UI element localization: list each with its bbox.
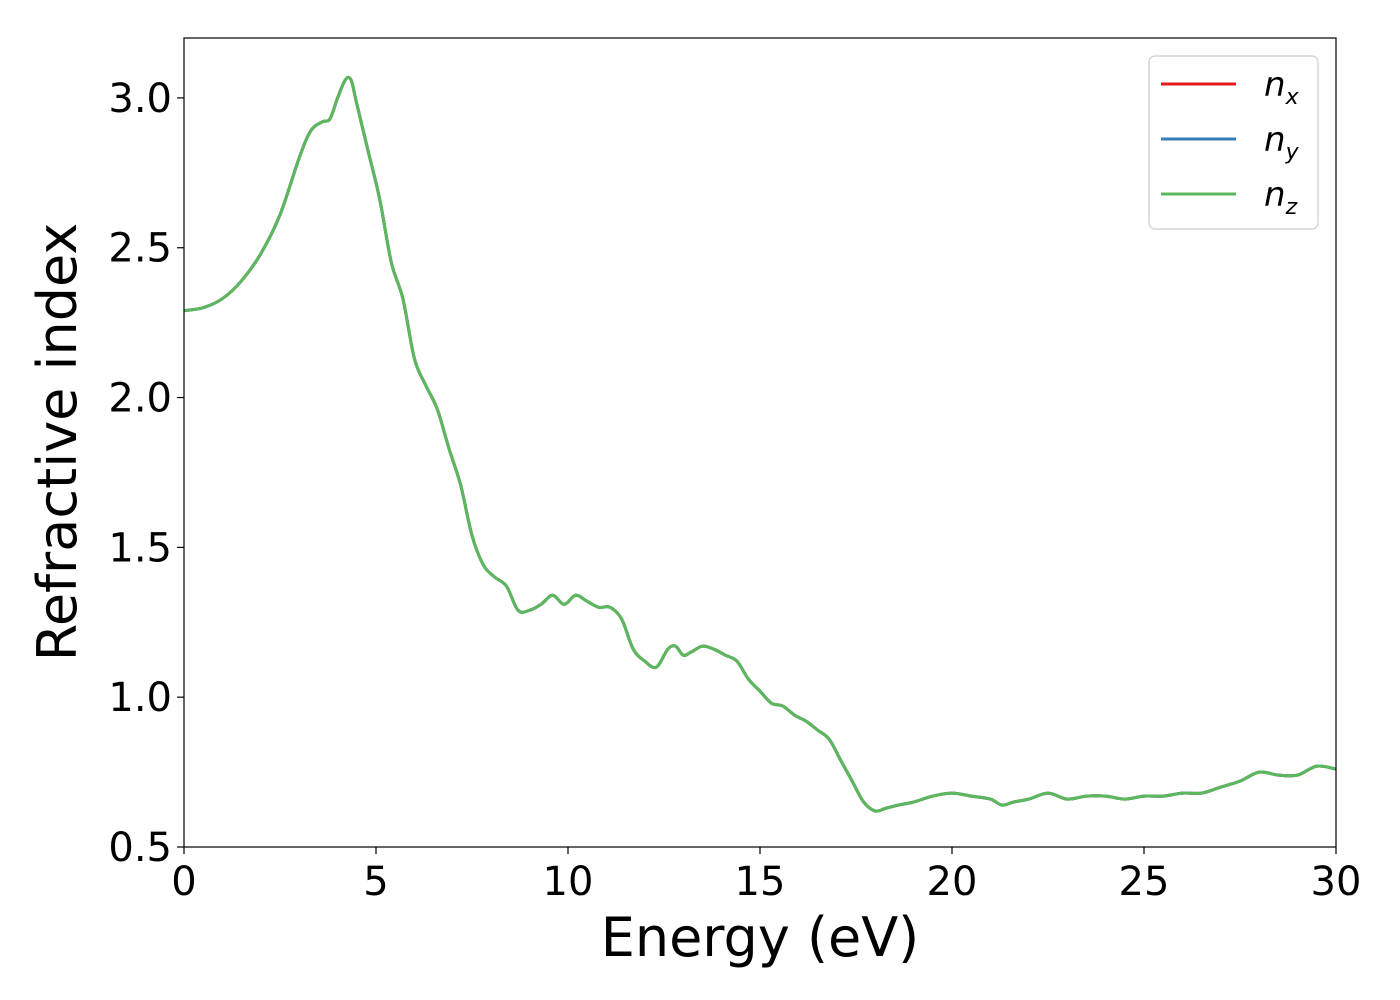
y-axis-title: Refractive index (26, 223, 89, 662)
legend-label-base: n (1264, 65, 1286, 105)
x-tick-label: 15 (735, 859, 786, 905)
legend-label-base: n (1264, 120, 1286, 160)
legend-label-subscript: y (1285, 140, 1300, 165)
x-tick-label: 30 (1311, 859, 1362, 905)
y-tick-label: 1.5 (108, 525, 172, 571)
legend-label-subscript: z (1285, 195, 1298, 220)
x-tick-label: 20 (927, 859, 978, 905)
x-tick-label: 25 (1119, 859, 1170, 905)
x-axis-title: Energy (eV) (601, 906, 920, 969)
x-tick-label: 0 (171, 859, 196, 905)
y-tick-label: 0.5 (108, 825, 172, 871)
x-tick-label: 10 (543, 859, 594, 905)
y-axis: 0.5 1.0 1.5 2.0 2.5 3.0 (108, 76, 184, 871)
y-tick-label: 1.0 (108, 675, 172, 721)
series-layer (184, 75, 1336, 813)
legend-label: nx (1264, 65, 1300, 110)
series-line-n-z (184, 75, 1336, 813)
legend-box (1148, 55, 1319, 230)
y-tick-label: 2.0 (108, 376, 172, 422)
legend-label-subscript: x (1285, 85, 1300, 110)
x-tick-label: 5 (363, 859, 388, 905)
legend-label: nz (1264, 175, 1298, 220)
x-axis: 0 5 10 15 20 25 30 (171, 847, 1361, 905)
legend-label: ny (1264, 120, 1300, 165)
legend-label-base: n (1264, 175, 1286, 215)
y-tick-label: 3.0 (108, 76, 172, 122)
y-tick-label: 2.5 (108, 226, 172, 272)
